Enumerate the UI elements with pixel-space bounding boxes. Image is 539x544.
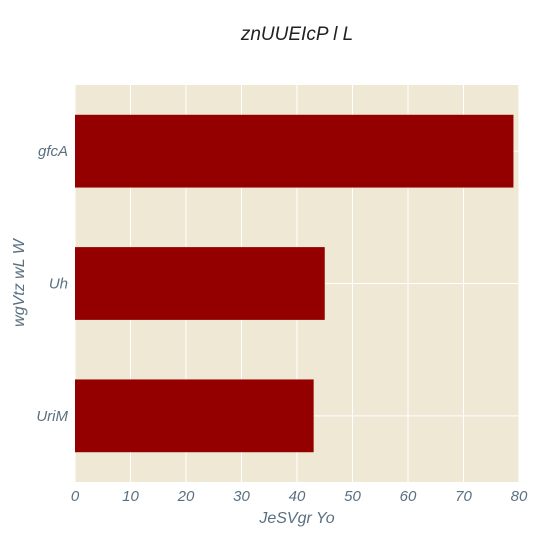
x-tick-label: 60 — [400, 488, 417, 505]
x-tick-label: 0 — [71, 488, 80, 505]
bar-UriM — [75, 379, 314, 453]
y-axis-label: wgVtz wL W — [11, 237, 28, 327]
chart-title: znUUEIcP l L — [240, 24, 353, 45]
x-axis-label: JeSVgr Yo — [258, 510, 334, 527]
y-tick-labels: gfcA Uh UriM — [36, 143, 68, 425]
x-tick-label: 80 — [511, 488, 528, 505]
x-tick-label: 50 — [344, 488, 361, 505]
bars — [75, 114, 514, 453]
x-tick-label: 20 — [177, 488, 195, 505]
bar-gfcA — [75, 114, 514, 188]
x-tick-label: 10 — [122, 488, 139, 505]
x-tick-label: 30 — [233, 488, 250, 505]
bar-Uh — [75, 247, 325, 320]
y-tick-label: UriM — [36, 408, 68, 425]
x-tick-label: 70 — [455, 488, 472, 505]
y-tick-label: Uh — [49, 276, 68, 293]
y-tick-label: gfcA — [38, 143, 68, 160]
x-tick-labels: 0 10 20 30 40 50 60 70 80 — [71, 488, 528, 505]
x-tick-label: 40 — [289, 488, 306, 505]
